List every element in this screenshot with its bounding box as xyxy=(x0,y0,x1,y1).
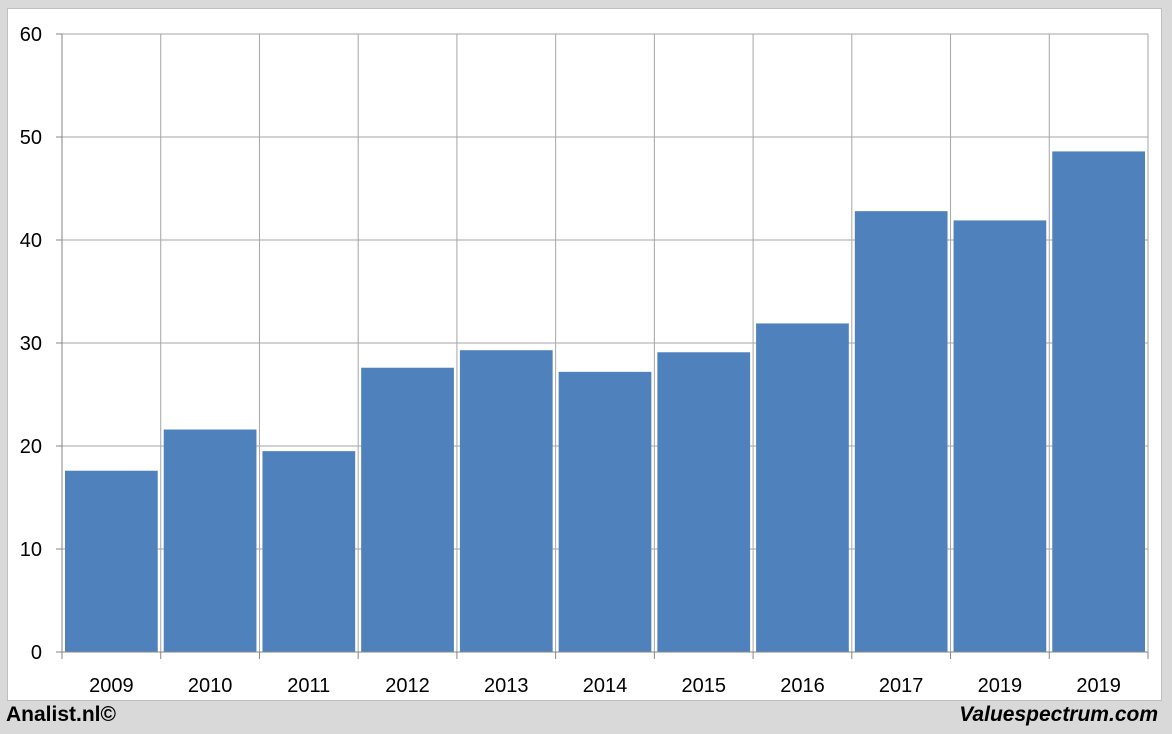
bar xyxy=(459,350,553,652)
y-tick-label: 10 xyxy=(20,539,42,561)
y-tick-label: 60 xyxy=(20,24,42,46)
bar xyxy=(361,367,454,652)
x-tick-label: 2011 xyxy=(287,675,330,697)
bar xyxy=(953,220,1047,652)
x-tick-label: 2019 xyxy=(978,675,1023,697)
x-tick-label: 2015 xyxy=(681,675,726,697)
y-tick-label: 50 xyxy=(20,127,42,149)
y-tick-label: 0 xyxy=(31,642,42,664)
y-tick-label: 40 xyxy=(20,230,42,252)
x-tick-label: 2016 xyxy=(780,675,825,697)
bar xyxy=(854,211,948,652)
bar xyxy=(163,429,257,652)
x-tick-label: 2013 xyxy=(484,675,529,697)
bar xyxy=(558,371,652,652)
footer-left-credit: Analist.nl© xyxy=(6,703,116,726)
footer-right-credit: Valuespectrum.com xyxy=(959,703,1158,726)
x-tick-label: 2017 xyxy=(879,675,924,697)
bar xyxy=(756,323,849,652)
x-tick-label: 2014 xyxy=(583,675,628,697)
x-tick-label: 2012 xyxy=(385,675,430,697)
bar xyxy=(657,352,751,652)
bar xyxy=(65,470,158,652)
y-tick-label: 30 xyxy=(20,333,42,355)
x-tick-label: 2019 xyxy=(1076,675,1121,697)
bar xyxy=(1052,151,1145,653)
x-tick-label: 2010 xyxy=(188,675,233,697)
bar xyxy=(262,451,356,652)
y-tick-label: 20 xyxy=(20,436,42,458)
x-tick-label: 2009 xyxy=(89,675,134,697)
